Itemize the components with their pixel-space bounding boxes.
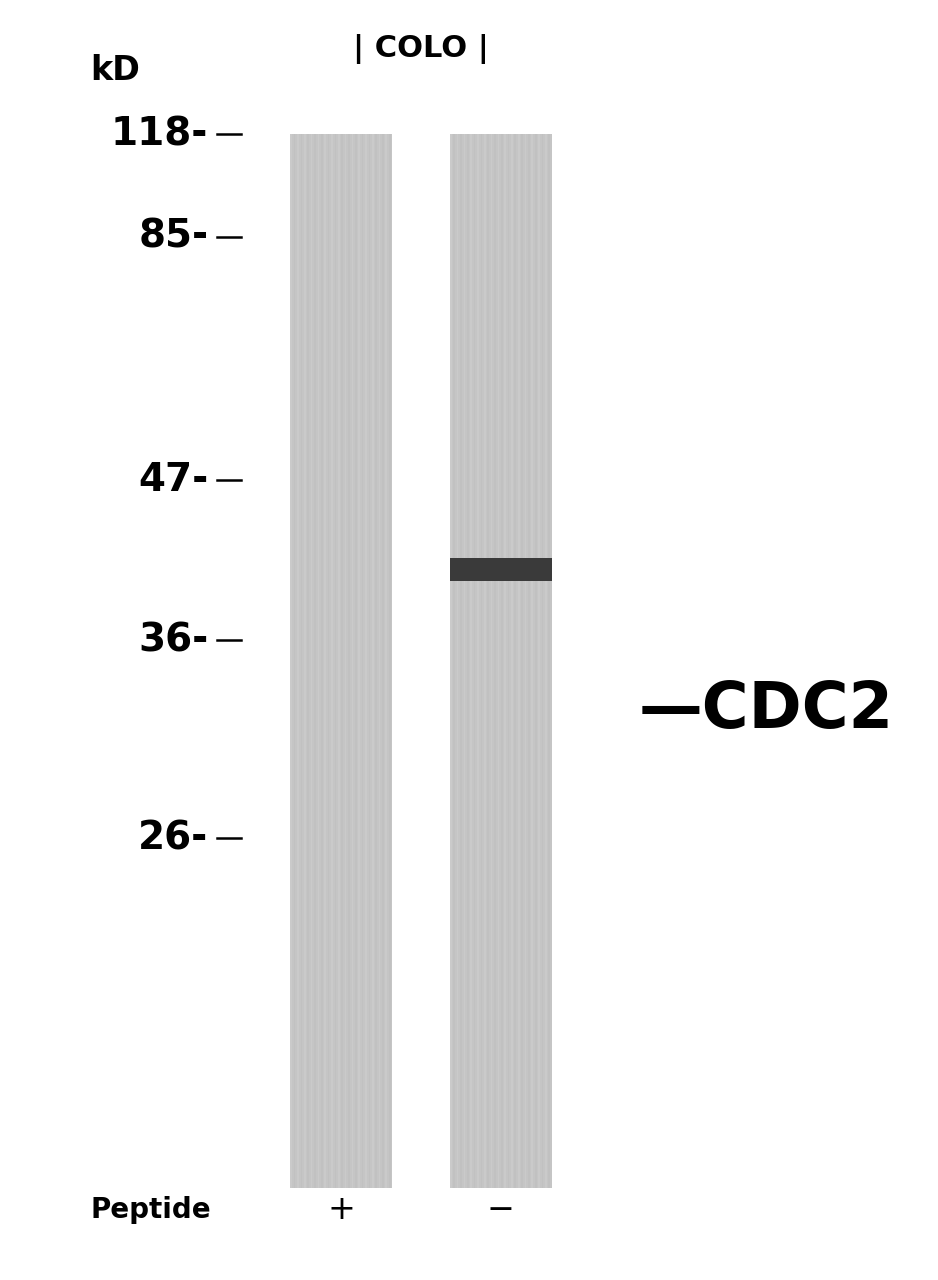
Bar bbox=[321, 134, 323, 1188]
Bar bbox=[297, 134, 299, 1188]
Bar bbox=[450, 134, 552, 1188]
Bar bbox=[457, 134, 459, 1188]
Bar bbox=[325, 134, 326, 1188]
Bar bbox=[450, 134, 451, 1188]
Bar bbox=[314, 134, 316, 1188]
Text: −: − bbox=[487, 1193, 515, 1226]
Bar bbox=[497, 134, 499, 1188]
Bar bbox=[474, 134, 476, 1188]
Bar bbox=[470, 134, 472, 1188]
Bar bbox=[501, 134, 503, 1188]
Bar bbox=[467, 134, 469, 1188]
Bar bbox=[549, 134, 551, 1188]
Bar bbox=[505, 134, 506, 1188]
Text: +: + bbox=[327, 1193, 356, 1226]
Text: 85-: 85- bbox=[138, 218, 208, 256]
Bar bbox=[450, 558, 552, 581]
Bar bbox=[518, 134, 520, 1188]
Bar bbox=[514, 134, 516, 1188]
Bar bbox=[477, 134, 478, 1188]
Text: Peptide: Peptide bbox=[90, 1196, 211, 1224]
Text: 36-: 36- bbox=[138, 621, 208, 659]
Bar bbox=[331, 134, 333, 1188]
Bar bbox=[355, 134, 356, 1188]
Bar bbox=[308, 134, 309, 1188]
Bar bbox=[541, 134, 543, 1188]
Bar bbox=[358, 134, 360, 1188]
Bar bbox=[335, 134, 336, 1188]
Bar bbox=[545, 134, 547, 1188]
Bar bbox=[389, 134, 390, 1188]
Bar bbox=[291, 134, 392, 1188]
Bar bbox=[327, 134, 329, 1188]
Bar bbox=[511, 134, 513, 1188]
Text: 118-: 118- bbox=[111, 115, 208, 154]
Bar bbox=[507, 134, 509, 1188]
Text: | COLO |: | COLO | bbox=[354, 33, 489, 64]
Bar bbox=[382, 134, 384, 1188]
Bar bbox=[338, 134, 340, 1188]
Bar bbox=[522, 134, 523, 1188]
Bar bbox=[491, 134, 492, 1188]
Bar bbox=[294, 134, 295, 1188]
Bar bbox=[304, 134, 306, 1188]
Bar bbox=[484, 134, 486, 1188]
Bar bbox=[488, 134, 489, 1188]
Bar bbox=[318, 134, 319, 1188]
Bar bbox=[528, 134, 530, 1188]
Bar bbox=[375, 134, 377, 1188]
Bar bbox=[300, 134, 302, 1188]
Bar bbox=[291, 134, 292, 1188]
Bar bbox=[369, 134, 371, 1188]
Bar bbox=[348, 134, 350, 1188]
Bar bbox=[310, 134, 312, 1188]
Bar bbox=[535, 134, 537, 1188]
Bar bbox=[362, 134, 363, 1188]
Bar bbox=[463, 134, 465, 1188]
Text: 47-: 47- bbox=[138, 461, 208, 499]
Bar bbox=[352, 134, 354, 1188]
Text: —CDC2: —CDC2 bbox=[639, 680, 893, 741]
Text: 26-: 26- bbox=[138, 819, 208, 858]
Bar bbox=[453, 134, 455, 1188]
Bar bbox=[379, 134, 381, 1188]
Text: kD: kD bbox=[90, 54, 140, 87]
Bar bbox=[480, 134, 482, 1188]
Bar bbox=[365, 134, 367, 1188]
Bar bbox=[524, 134, 526, 1188]
Bar bbox=[386, 134, 387, 1188]
Bar bbox=[371, 134, 373, 1188]
Bar bbox=[538, 134, 540, 1188]
Bar bbox=[494, 134, 496, 1188]
Bar bbox=[532, 134, 533, 1188]
Bar bbox=[345, 134, 346, 1188]
Bar bbox=[341, 134, 343, 1188]
